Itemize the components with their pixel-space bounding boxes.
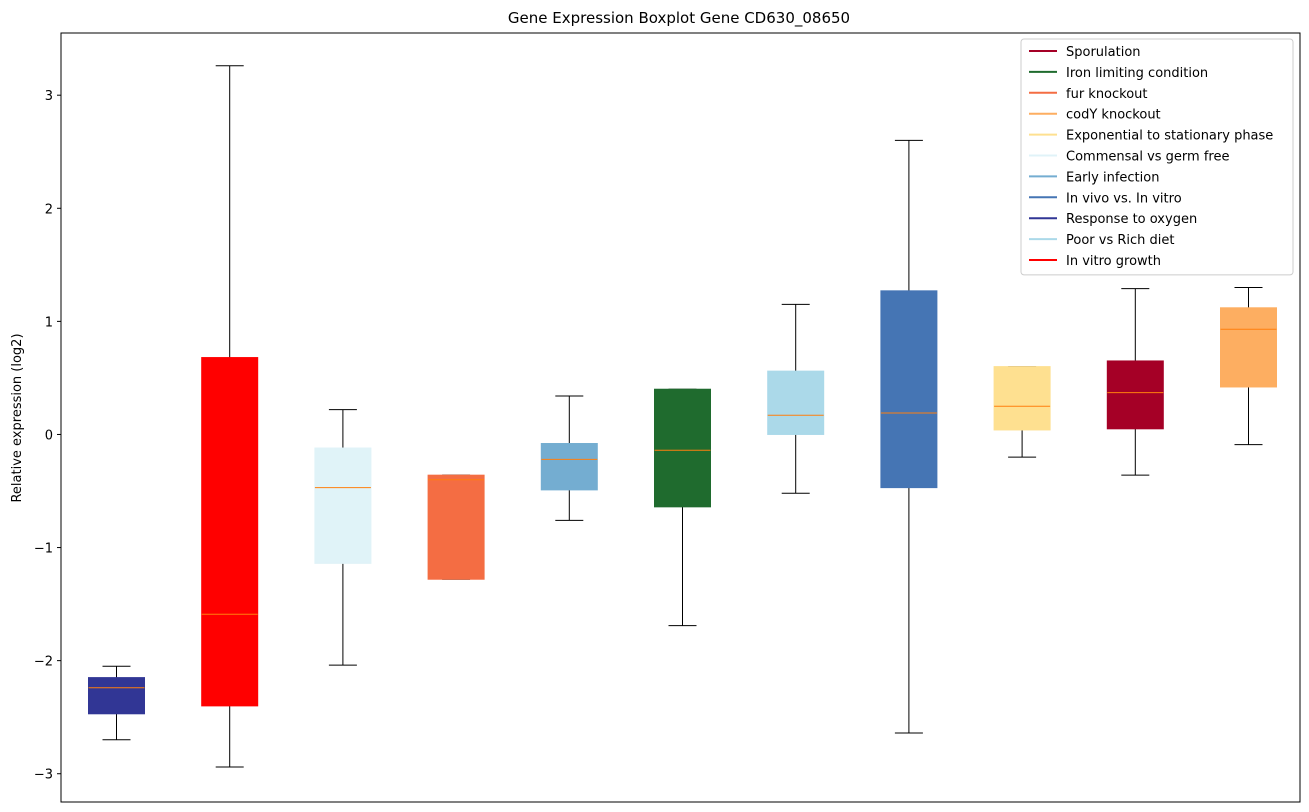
- legend-label: Early infection: [1066, 170, 1159, 185]
- box-group: [654, 388, 711, 627]
- y-tick-label: 1: [45, 315, 53, 330]
- box: [314, 447, 372, 564]
- box: [201, 357, 259, 707]
- box-group: [88, 665, 145, 741]
- box-group: [767, 303, 825, 494]
- box: [88, 677, 145, 715]
- y-axis: 3 2 1 0 −1 −2 −3: [34, 32, 1301, 803]
- legend-label: Iron limiting condition: [1066, 66, 1208, 81]
- legend-label: Sporulation: [1066, 45, 1141, 60]
- chart-title: Gene Expression Boxplot Gene CD630_08650: [508, 9, 850, 28]
- legend-box: [1020, 38, 1294, 276]
- y-tick-label: 3: [45, 89, 53, 104]
- box-group: [201, 65, 259, 768]
- y-axis-label: Relative expression (log2): [10, 333, 25, 502]
- box: [1220, 307, 1277, 388]
- plot-frame: [60, 32, 1301, 803]
- y-tick-label: 0: [45, 428, 53, 443]
- y-tick-label: 2: [45, 202, 53, 217]
- y-tick-label: −2: [34, 655, 53, 670]
- legend-label: Response to oxygen: [1066, 212, 1197, 227]
- box-group: [427, 474, 485, 580]
- legend-label: In vitro growth: [1066, 254, 1161, 269]
- y-tick-label: −3: [34, 768, 53, 783]
- box: [427, 474, 485, 580]
- box: [1106, 360, 1164, 430]
- legend: Sporulation Iron limiting condition fur kn…: [1020, 38, 1294, 276]
- legend-label: Exponential to stationary phase: [1066, 129, 1273, 144]
- box: [880, 290, 938, 489]
- box-group: [993, 366, 1051, 458]
- legend-label: codY knockout: [1066, 108, 1161, 123]
- box: [540, 443, 598, 491]
- box-group: [314, 409, 372, 666]
- box-group: [1220, 286, 1277, 446]
- box: [993, 366, 1051, 431]
- legend-label: fur knockout: [1066, 87, 1148, 102]
- y-tick-label: −1: [34, 542, 53, 557]
- legend-label: In vivo vs. In vitro: [1066, 191, 1182, 206]
- legend-label: Commensal vs germ free: [1066, 150, 1229, 165]
- box-group: [1106, 288, 1164, 476]
- box: [654, 388, 711, 508]
- box-group: [880, 139, 938, 734]
- plot-area: [88, 65, 1277, 768]
- box-group: [540, 395, 598, 521]
- legend-label: Poor vs Rich diet: [1066, 233, 1174, 248]
- box: [767, 370, 825, 435]
